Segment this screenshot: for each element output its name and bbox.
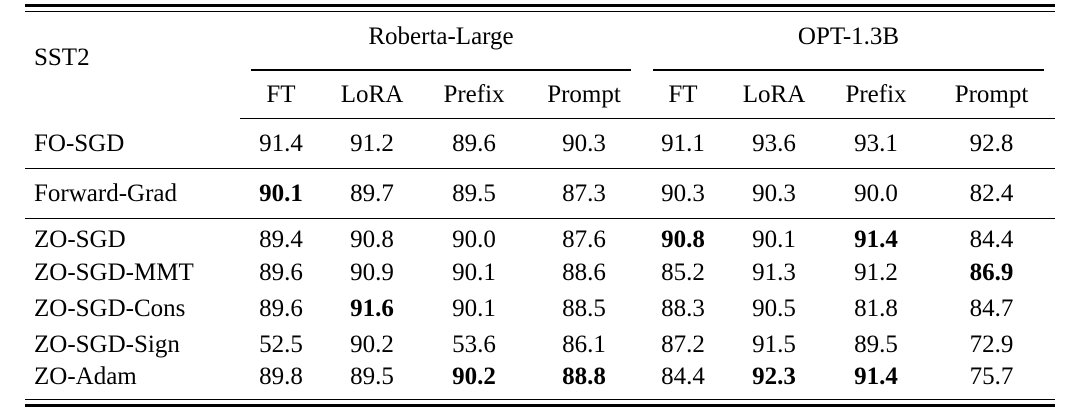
metric-cell: 93.6	[752, 130, 796, 157]
column-header-roberta-prompt: Prompt	[526, 71, 642, 119]
paper-table-figure: SST2 Roberta-Large OPT-1.3B FT LoRA Pref…	[25, 4, 1055, 407]
metric-cell: 82.4	[969, 180, 1014, 207]
metric-cell: 88.3	[661, 295, 705, 322]
table-row: ZO-SGD 89.4 90.8 90.0 87.6 90.8 90.1 91.…	[25, 219, 1055, 255]
metric-cell: 87.3	[562, 180, 606, 207]
metric-cell: 89.4	[259, 226, 303, 254]
metric-cell: 91.4	[259, 130, 303, 157]
metric-cell: 88.5	[562, 295, 606, 322]
table-row: ZO-SGD-MMT 89.6 90.9 90.1 88.6 85.2 91.3…	[25, 255, 1055, 291]
metric-cell: 90.8	[350, 226, 394, 254]
metric-cell: 72.9	[969, 331, 1014, 358]
group-header-opt-1-3b: OPT-1.3B	[642, 12, 1055, 71]
metric-cell: 53.6	[452, 331, 496, 358]
metric-cell: 91.1	[661, 130, 705, 157]
metric-cell: 81.8	[854, 295, 898, 322]
metric-cell: 86.9	[969, 259, 1014, 286]
metric-cell: 90.9	[350, 259, 394, 286]
metric-cell: 75.7	[969, 363, 1014, 390]
section-fo-sgd: FO-SGD 91.4 91.2 89.6 90.3 91.1 93.6 93.…	[25, 119, 1055, 169]
table-row: ZO-Adam 89.8 89.5 90.2 88.8 84.4 92.3 91…	[25, 363, 1055, 399]
metric-cell: 91.4	[854, 226, 898, 254]
section-zo-methods: ZO-SGD 89.4 90.8 90.0 87.6 90.8 90.1 91.…	[25, 219, 1055, 399]
metric-cell: 84.4	[661, 363, 705, 390]
table-bottom-rule	[25, 398, 1055, 407]
metric-cell: 91.5	[752, 331, 796, 358]
table-row: ZO-SGD-Cons 89.6 91.6 90.1 88.5 88.3 90.…	[25, 291, 1055, 327]
column-header-opt-prefix: Prefix	[824, 71, 928, 119]
metric-cell: 90.5	[752, 295, 796, 322]
metric-cell: 92.3	[752, 363, 796, 390]
metric-cell: 88.8	[562, 363, 606, 390]
table-top-rule	[25, 4, 1055, 12]
metric-cell: 90.3	[661, 180, 705, 207]
metric-cell: 93.1	[854, 130, 898, 157]
column-header-roberta-lora: LoRA	[322, 71, 422, 119]
metric-cell: 90.1	[452, 295, 496, 322]
metric-cell: 86.1	[562, 331, 606, 358]
metric-cell: 91.4	[854, 363, 898, 390]
section-forward-grad: Forward-Grad 90.1 89.7 89.5 87.3 90.3 90…	[25, 169, 1055, 219]
metric-cell: 90.8	[661, 226, 705, 254]
column-header-roberta-prefix: Prefix	[422, 71, 526, 119]
metric-cell: 89.8	[259, 363, 303, 390]
row-label: FO-SGD	[34, 129, 125, 157]
metric-cell: 91.3	[752, 259, 796, 286]
metric-cell: 90.1	[259, 180, 303, 207]
row-label: ZO-Adam	[34, 363, 137, 390]
group-header-row: SST2 Roberta-Large OPT-1.3B	[25, 12, 1055, 71]
results-table: SST2 Roberta-Large OPT-1.3B FT LoRA Pref…	[25, 12, 1055, 399]
row-label: Forward-Grad	[34, 180, 178, 207]
metric-cell: 89.5	[854, 331, 898, 358]
metric-cell: 92.8	[969, 130, 1014, 157]
metric-cell: 90.0	[452, 226, 496, 254]
metric-cell: 88.6	[562, 259, 606, 286]
metric-cell: 90.3	[752, 180, 796, 207]
column-header-opt-ft: FT	[642, 71, 724, 119]
group-header-roberta-large: Roberta-Large	[240, 12, 642, 71]
metric-cell: 90.1	[752, 226, 796, 254]
metric-cell: 89.6	[452, 130, 496, 157]
column-header-opt-prompt: Prompt	[928, 71, 1055, 119]
metric-cell: 91.2	[350, 130, 394, 157]
subcolumn-header-row: FT LoRA Prefix Prompt FT LoRA Prefix Pro…	[25, 71, 1055, 119]
metric-cell: 87.6	[562, 226, 606, 254]
metric-cell: 90.0	[854, 180, 898, 207]
row-label: ZO-SGD-MMT	[34, 259, 194, 286]
metric-cell: 87.2	[661, 331, 705, 358]
column-header-roberta-ft: FT	[240, 71, 322, 119]
metric-cell: 84.4	[969, 226, 1014, 254]
row-label: ZO-SGD-Cons	[34, 295, 186, 322]
metric-cell: 90.2	[452, 363, 496, 390]
row-label: ZO-SGD-Sign	[34, 331, 180, 358]
metric-cell: 89.5	[350, 363, 394, 390]
metric-cell: 89.7	[350, 180, 394, 207]
table-row: ZO-SGD-Sign 52.5 90.2 53.6 86.1 87.2 91.…	[25, 327, 1055, 363]
metric-cell: 90.3	[562, 130, 606, 157]
metric-cell: 90.2	[350, 331, 394, 358]
metric-cell: 52.5	[259, 331, 303, 358]
dataset-label: SST2	[34, 43, 90, 71]
metric-cell: 91.2	[854, 259, 898, 286]
metric-cell: 91.6	[350, 295, 394, 322]
metric-cell: 85.2	[661, 259, 705, 286]
metric-cell: 89.6	[259, 295, 303, 322]
column-header-opt-lora: LoRA	[724, 71, 824, 119]
metric-cell: 89.5	[452, 180, 496, 207]
table-row: Forward-Grad 90.1 89.7 89.5 87.3 90.3 90…	[25, 169, 1055, 219]
table-row: FO-SGD 91.4 91.2 89.6 90.3 91.1 93.6 93.…	[25, 119, 1055, 169]
metric-cell: 84.7	[969, 295, 1014, 322]
metric-cell: 89.6	[259, 259, 303, 286]
metric-cell: 90.1	[452, 259, 496, 286]
row-label: ZO-SGD	[34, 226, 126, 254]
